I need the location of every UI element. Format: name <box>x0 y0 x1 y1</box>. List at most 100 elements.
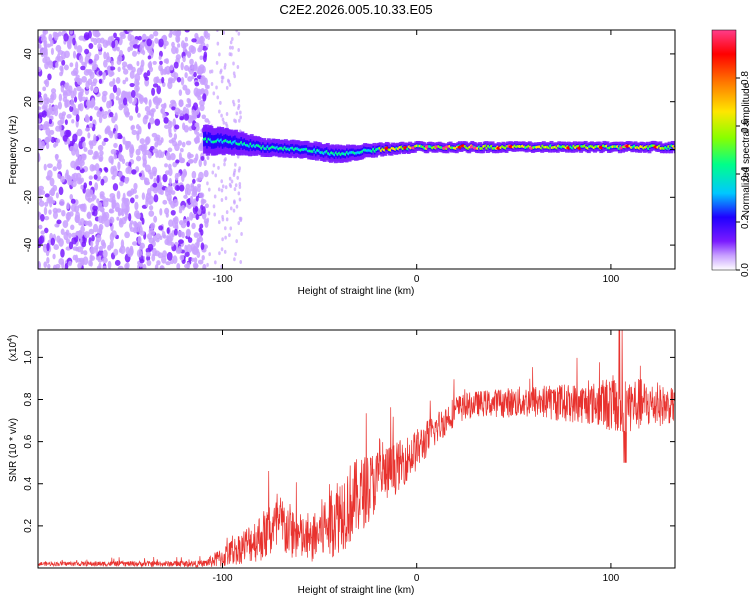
noise-speckle <box>158 225 164 231</box>
scale-exponent: 4 <box>7 338 14 342</box>
noise-speckle <box>161 255 167 264</box>
noise-speckle <box>191 170 197 179</box>
sparse-speckle <box>207 35 211 40</box>
noise-speckle <box>189 64 194 70</box>
x-tick-label: 0 <box>414 573 420 584</box>
noise-speckle <box>193 232 200 238</box>
noise-speckle <box>156 260 161 266</box>
sparse-speckle <box>239 115 242 120</box>
noise-speckle <box>163 43 167 50</box>
noise-speckle <box>117 161 121 171</box>
noise-speckle <box>57 31 62 37</box>
noise-speckle <box>187 204 192 210</box>
noise-speckle <box>86 99 92 108</box>
noise-speckle <box>167 81 173 90</box>
sparse-speckle <box>206 156 210 161</box>
noise-speckle <box>181 141 186 148</box>
noise-speckle <box>162 199 168 205</box>
noise-speckle <box>92 208 98 217</box>
noise-speckle <box>194 139 201 144</box>
noise-speckle <box>119 104 126 109</box>
noise-speckle <box>102 241 107 249</box>
noise-speckle <box>151 87 156 96</box>
noise-speckle <box>186 244 193 254</box>
noise-speckle <box>111 230 117 238</box>
noise-speckle <box>90 85 94 92</box>
noise-speckle <box>179 147 184 153</box>
noise-speckle <box>184 244 188 253</box>
noise-speckle <box>83 32 90 41</box>
noise-speckle <box>107 260 112 269</box>
noise-speckle <box>152 83 159 88</box>
noise-speckle <box>201 199 207 204</box>
noise-speckle <box>93 87 99 93</box>
noise-speckle <box>58 93 63 102</box>
noise-speckle <box>150 222 156 230</box>
noise-speckle <box>153 76 159 84</box>
noise-speckle <box>182 84 188 91</box>
noise-speckle <box>154 264 159 269</box>
noise-speckle <box>136 212 141 220</box>
sparse-speckle <box>224 235 227 240</box>
noise-speckle <box>50 187 56 197</box>
sparse-speckle <box>219 100 222 105</box>
noise-speckle <box>65 169 69 177</box>
noise-speckle <box>152 148 159 154</box>
noise-speckle <box>132 44 139 49</box>
noise-speckle <box>152 60 157 65</box>
noise-speckle <box>144 76 149 81</box>
noise-speckle <box>101 257 108 264</box>
noise-speckle <box>146 255 151 262</box>
noise-speckle <box>166 251 173 261</box>
noise-speckle <box>131 124 136 130</box>
noise-speckle <box>201 45 208 51</box>
colorbar-tick-label: 0.6 <box>740 119 750 133</box>
noise-speckle <box>129 197 135 204</box>
sparse-speckle <box>224 196 228 201</box>
sparse-speckle <box>235 239 238 244</box>
noise-speckle <box>125 143 130 151</box>
noise-speckle <box>110 60 114 67</box>
noise-speckle <box>47 263 51 269</box>
sparse-speckle <box>229 226 233 231</box>
noise-speckle <box>111 40 116 49</box>
noise-speckle <box>156 175 160 184</box>
sparse-speckle <box>229 206 233 211</box>
noise-speckle <box>161 76 165 84</box>
noise-speckle <box>103 137 109 142</box>
noise-speckle <box>97 144 104 152</box>
noise-speckle <box>61 59 66 66</box>
noise-speckle <box>55 61 59 68</box>
noise-speckle <box>92 155 97 160</box>
noise-speckle <box>96 170 101 176</box>
noise-speckle <box>187 76 193 82</box>
noise-speckle <box>63 64 69 71</box>
noise-speckle <box>84 116 90 123</box>
sparse-speckle <box>235 111 239 116</box>
sparse-speckle <box>221 117 225 122</box>
noise-speckle <box>199 104 205 112</box>
noise-speckle <box>183 113 190 121</box>
noise-speckle <box>165 151 171 161</box>
noise-speckle <box>39 235 45 244</box>
snr-frame <box>37 329 676 569</box>
snr-xlabel: Height of straight line (km) <box>298 585 415 596</box>
noise-speckle <box>199 99 205 107</box>
noise-speckle <box>141 217 145 225</box>
noise-speckle <box>168 132 173 138</box>
noise-speckle <box>179 157 185 164</box>
noise-speckle <box>110 148 117 155</box>
noise-speckle <box>174 172 179 181</box>
sparse-speckle <box>238 182 242 187</box>
noise-speckle <box>183 64 190 72</box>
snr-panel: -100 0 100 0.2 0.4 0.6 0.8 1.0 Height of straig… <box>7 329 676 596</box>
snr-scale-label: (x104) <box>7 335 19 362</box>
noise-speckle <box>93 174 98 180</box>
noise-speckle <box>38 224 43 230</box>
noise-speckle <box>75 246 79 252</box>
noise-speckle <box>54 108 59 117</box>
noise-speckle <box>143 143 148 151</box>
noise-speckle <box>102 265 107 269</box>
noise-speckle <box>160 103 167 108</box>
noise-speckle <box>87 132 91 139</box>
